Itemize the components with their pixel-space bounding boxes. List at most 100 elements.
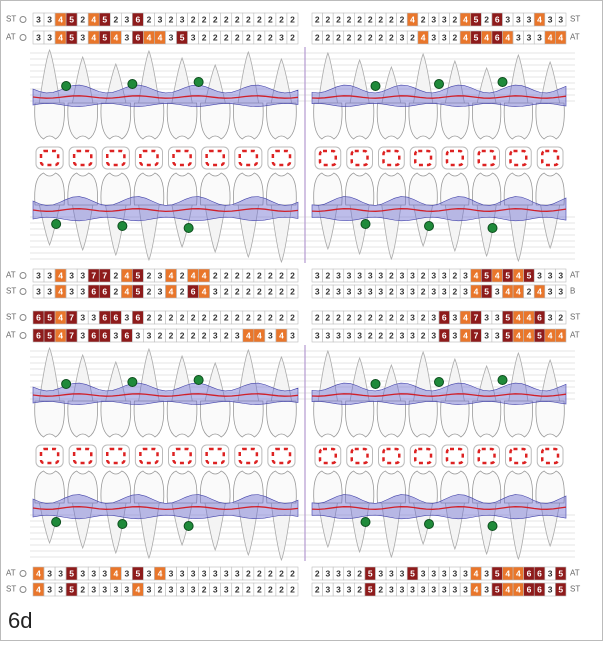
depth-value: 3	[558, 270, 563, 280]
depth-value: 3	[431, 14, 436, 24]
depth-value: 4	[474, 286, 479, 296]
upper-tooth-crown	[345, 401, 373, 437]
row-label-right: AT	[570, 33, 580, 42]
depth-value: 2	[235, 584, 240, 594]
marker-dot	[371, 380, 380, 389]
depth-value: 2	[558, 312, 563, 322]
depth-value: 2	[213, 312, 218, 322]
depth-value: 3	[389, 568, 394, 578]
upper-tooth-crown	[267, 401, 297, 437]
depth-value: 5	[69, 14, 74, 24]
depth-value: 2	[257, 286, 262, 296]
upper-tooth-crown	[167, 401, 197, 437]
depth-value: 2	[246, 584, 251, 594]
depth-value: 5	[368, 568, 373, 578]
depth-value: 2	[158, 312, 163, 322]
depth-value: 2	[113, 14, 118, 24]
depth-value: 5	[180, 32, 185, 42]
depth-value: 2	[202, 32, 207, 42]
depth-value: 2	[378, 312, 383, 322]
depth-value: 5	[47, 312, 52, 322]
depth-value: 2	[268, 270, 273, 280]
depth-value: 3	[527, 32, 532, 42]
depth-value: 4	[58, 270, 63, 280]
depth-value: 3	[136, 330, 141, 340]
depth-value: 3	[453, 568, 458, 578]
depth-value: 2	[453, 14, 458, 24]
depth-value: 6	[124, 330, 129, 340]
depth-value: 2	[368, 312, 373, 322]
depth-value: 4	[113, 568, 118, 578]
depth-value: 3	[91, 584, 96, 594]
figure-label: 6d	[8, 608, 32, 633]
row-label: ST	[6, 585, 16, 594]
depth-value: 3	[224, 584, 229, 594]
depth-value: 2	[202, 330, 207, 340]
depth-value: 3	[453, 312, 458, 322]
depth-value: 2	[347, 14, 352, 24]
depth-value: 4	[257, 330, 262, 340]
upper-tooth-crown	[377, 401, 405, 437]
depth-value: 2	[279, 584, 284, 594]
depth-value: 3	[315, 270, 320, 280]
depth-value: 3	[410, 312, 415, 322]
depth-value: 2	[453, 32, 458, 42]
depth-value: 3	[80, 568, 85, 578]
depth-value: 2	[169, 312, 174, 322]
depth-value: 2	[326, 270, 331, 280]
marker-dot	[52, 220, 61, 229]
depth-value: 2	[80, 584, 85, 594]
depth-value: 6	[91, 330, 96, 340]
depth-value: 3	[326, 584, 331, 594]
depth-value: 6	[442, 312, 447, 322]
depth-value: 5	[69, 584, 74, 594]
depth-value: 4	[410, 14, 415, 24]
row-label: ST	[6, 313, 16, 322]
depth-value: 6	[102, 330, 107, 340]
depth-value: 4	[505, 32, 510, 42]
depth-value: 3	[326, 330, 331, 340]
upper-tooth-crown	[409, 103, 437, 139]
depth-value: 2	[400, 14, 405, 24]
depth-value: 2	[368, 14, 373, 24]
depth-value: 3	[80, 286, 85, 296]
upper-tooth-crown	[377, 103, 405, 139]
depth-value: 3	[169, 584, 174, 594]
row-label: ST	[6, 15, 16, 24]
depth-value: 3	[505, 14, 510, 24]
depth-value: 5	[368, 584, 373, 594]
upper-tooth-crown	[200, 401, 230, 437]
upper-tooth-crown	[472, 401, 500, 437]
depth-value: 4	[548, 32, 553, 42]
upper-tooth-crown	[504, 103, 532, 139]
depth-value: 4	[527, 330, 532, 340]
lower-tooth-crown	[536, 173, 564, 205]
depth-value: 4	[463, 32, 468, 42]
depth-value: 2	[290, 584, 295, 594]
depth-value: 3	[516, 14, 521, 24]
depth-value: 3	[442, 584, 447, 594]
depth-value: 2	[326, 32, 331, 42]
depth-value: 6	[136, 312, 141, 322]
depth-value: 2	[113, 270, 118, 280]
depth-value: 4	[91, 32, 96, 42]
depth-value: 4	[516, 312, 521, 322]
depth-value: 5	[136, 286, 141, 296]
depth-value: 3	[290, 330, 295, 340]
depth-value: 2	[268, 32, 273, 42]
depth-value: 3	[336, 330, 341, 340]
lower-tooth-crown	[267, 471, 297, 503]
depth-value: 3	[91, 312, 96, 322]
depth-value: 3	[47, 584, 52, 594]
row-label: ST	[6, 287, 16, 296]
depth-value: 4	[58, 286, 63, 296]
depth-value: 3	[235, 330, 240, 340]
depth-value: 6	[102, 312, 107, 322]
depth-value: 3	[347, 584, 352, 594]
depth-value: 3	[213, 568, 218, 578]
depth-value: 3	[516, 32, 521, 42]
depth-value: 3	[389, 584, 394, 594]
depth-value: 2	[400, 312, 405, 322]
upper-tooth-crown	[35, 103, 65, 139]
depth-value: 3	[421, 568, 426, 578]
